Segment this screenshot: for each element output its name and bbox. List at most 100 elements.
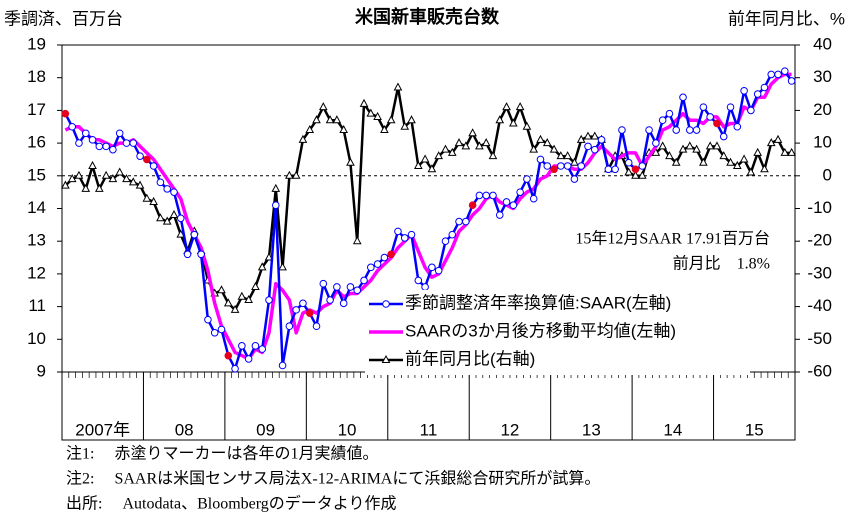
data-point — [224, 351, 233, 360]
data-point — [61, 180, 70, 189]
data-point — [136, 152, 144, 160]
data-point — [447, 147, 457, 156]
y-tick-label: 19 — [27, 34, 46, 53]
data-point — [190, 230, 199, 239]
data-point — [366, 108, 376, 117]
data-point — [468, 201, 477, 210]
data-point — [75, 139, 83, 147]
data-point — [618, 126, 626, 134]
data-point — [407, 230, 416, 239]
data-point — [217, 285, 226, 294]
data-point — [679, 93, 687, 102]
data-point — [529, 194, 538, 203]
data-point — [115, 129, 124, 138]
data-point — [563, 162, 572, 170]
legend-marker — [382, 300, 390, 308]
data-point — [678, 144, 688, 153]
y-tick-label: 11 — [28, 296, 46, 315]
data-point — [475, 191, 484, 200]
data-point — [81, 129, 90, 138]
data-point — [468, 128, 477, 137]
data-point — [380, 253, 389, 262]
data-point — [414, 276, 423, 285]
data-point — [244, 295, 253, 304]
data-point — [291, 170, 301, 179]
y2-tick-label: 10 — [813, 133, 832, 152]
data-point — [760, 83, 769, 92]
data-point — [61, 109, 70, 118]
data-point — [258, 345, 267, 353]
data-point — [781, 67, 789, 75]
data-point — [455, 217, 463, 226]
y2-tick-label: 0 — [823, 165, 832, 184]
data-point — [88, 160, 97, 169]
y-tick-label: 12 — [27, 263, 46, 282]
data-point — [428, 263, 436, 272]
data-point — [685, 141, 695, 150]
data-point — [671, 157, 681, 166]
data-point — [495, 115, 505, 124]
data-point — [509, 118, 518, 127]
data-point — [108, 174, 118, 183]
data-point — [169, 209, 179, 219]
data-point — [298, 134, 308, 143]
data-point — [787, 147, 796, 156]
data-point — [774, 70, 782, 79]
data-point — [319, 279, 328, 288]
data-point — [753, 147, 763, 156]
annotation: 15年12月SAAR 17.91百万台 — [575, 230, 770, 248]
data-point — [583, 131, 593, 140]
data-point — [658, 116, 667, 125]
data-point — [502, 198, 511, 206]
data-point — [94, 183, 104, 192]
data-point — [719, 132, 728, 141]
legend-box — [365, 290, 750, 375]
y2-tick-label: 40 — [813, 34, 832, 53]
data-point — [787, 77, 796, 85]
data-point — [149, 162, 158, 170]
data-point — [204, 315, 212, 324]
x-tick-label: 12 — [500, 420, 519, 439]
data-point — [170, 188, 178, 196]
data-point — [339, 299, 348, 308]
data-point — [434, 266, 443, 275]
data-point — [624, 158, 633, 167]
data-point — [271, 183, 281, 192]
data-point — [230, 304, 240, 313]
data-point — [665, 109, 674, 118]
data-point — [713, 119, 721, 128]
data-point — [590, 145, 599, 154]
data-point — [373, 260, 382, 268]
data-point — [197, 250, 205, 259]
data-point — [577, 162, 586, 170]
data-point — [251, 281, 260, 290]
data-point — [434, 151, 444, 160]
data-point — [326, 296, 334, 304]
y2-tick-label: 20 — [813, 100, 832, 119]
data-point — [557, 162, 565, 170]
y-tick-label: 9 — [37, 361, 46, 380]
legend-label: 季節調整済年率換算値:SAAR(左軸) — [405, 293, 671, 312]
data-point — [400, 234, 409, 242]
data-point — [109, 145, 117, 154]
data-point — [516, 188, 524, 196]
data-point — [183, 250, 192, 259]
y-tick-label: 14 — [27, 198, 46, 217]
data-point — [393, 82, 403, 91]
data-point — [780, 147, 790, 156]
data-point — [387, 250, 395, 259]
data-point — [210, 328, 219, 337]
data-point — [143, 155, 151, 164]
data-point — [265, 296, 273, 304]
data-point — [353, 286, 362, 295]
x-tick-label: 14 — [663, 420, 682, 439]
x-tick-label: 10 — [338, 420, 357, 439]
data-point — [386, 115, 396, 124]
data-point — [706, 113, 714, 121]
chart-title: 米国新車販売台数 — [355, 6, 500, 27]
data-point — [441, 237, 450, 245]
data-point — [101, 170, 111, 179]
data-point — [420, 154, 430, 163]
data-point — [237, 291, 247, 300]
